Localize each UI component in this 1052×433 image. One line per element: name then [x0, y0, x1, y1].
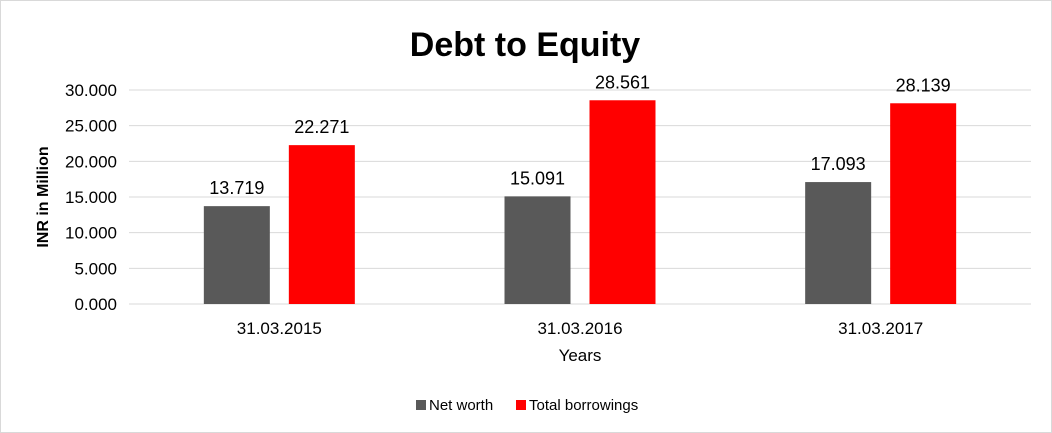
- bar-net-worth: [504, 196, 571, 304]
- data-label: 22.271: [294, 117, 349, 137]
- legend: Net worth Total borrowings: [416, 397, 638, 414]
- y-tick-label: 0.000: [74, 295, 117, 314]
- data-labels: 13.719 22.271 15.091 28.561 17.093 28.139: [209, 72, 950, 198]
- data-label: 17.093: [811, 154, 866, 174]
- data-label: 28.561: [595, 72, 650, 92]
- gridlines: [129, 89, 1031, 305]
- legend-swatch: [416, 400, 426, 410]
- legend-swatch: [516, 400, 526, 410]
- x-tick-label: 31.03.2016: [537, 319, 622, 338]
- legend-label: Total borrowings: [529, 397, 638, 414]
- x-axis-ticks: 31.03.2015 31.03.2016 31.03.2017: [237, 319, 923, 338]
- bar-net-worth: [203, 206, 270, 304]
- legend-label: Net worth: [429, 397, 493, 414]
- bar-total-borrowings: [890, 103, 957, 304]
- chart-title: Debt to Equity: [410, 26, 641, 64]
- data-label: 28.139: [896, 75, 951, 95]
- y-tick-label: 5.000: [74, 259, 117, 278]
- y-tick-label: 25.000: [65, 117, 117, 136]
- x-tick-label: 31.03.2015: [237, 319, 322, 338]
- y-axis-ticks: 0.000 5.000 10.000 15.000 20.000 25.000 30.000: [65, 81, 117, 314]
- data-label: 15.091: [510, 168, 565, 188]
- bar-total-borrowings: [589, 100, 656, 305]
- bar-net-worth: [805, 182, 872, 304]
- x-axis-label: Years: [559, 346, 602, 365]
- y-tick-label: 15.000: [65, 188, 117, 207]
- x-tick-label: 31.03.2017: [838, 319, 923, 338]
- y-tick-label: 20.000: [65, 152, 117, 171]
- y-tick-label: 30.000: [65, 81, 117, 100]
- y-axis-label: INR in Million: [35, 146, 52, 247]
- y-tick-label: 10.000: [65, 224, 117, 243]
- data-label: 13.719: [209, 178, 264, 198]
- bars: [203, 100, 957, 305]
- bar-total-borrowings: [288, 145, 355, 304]
